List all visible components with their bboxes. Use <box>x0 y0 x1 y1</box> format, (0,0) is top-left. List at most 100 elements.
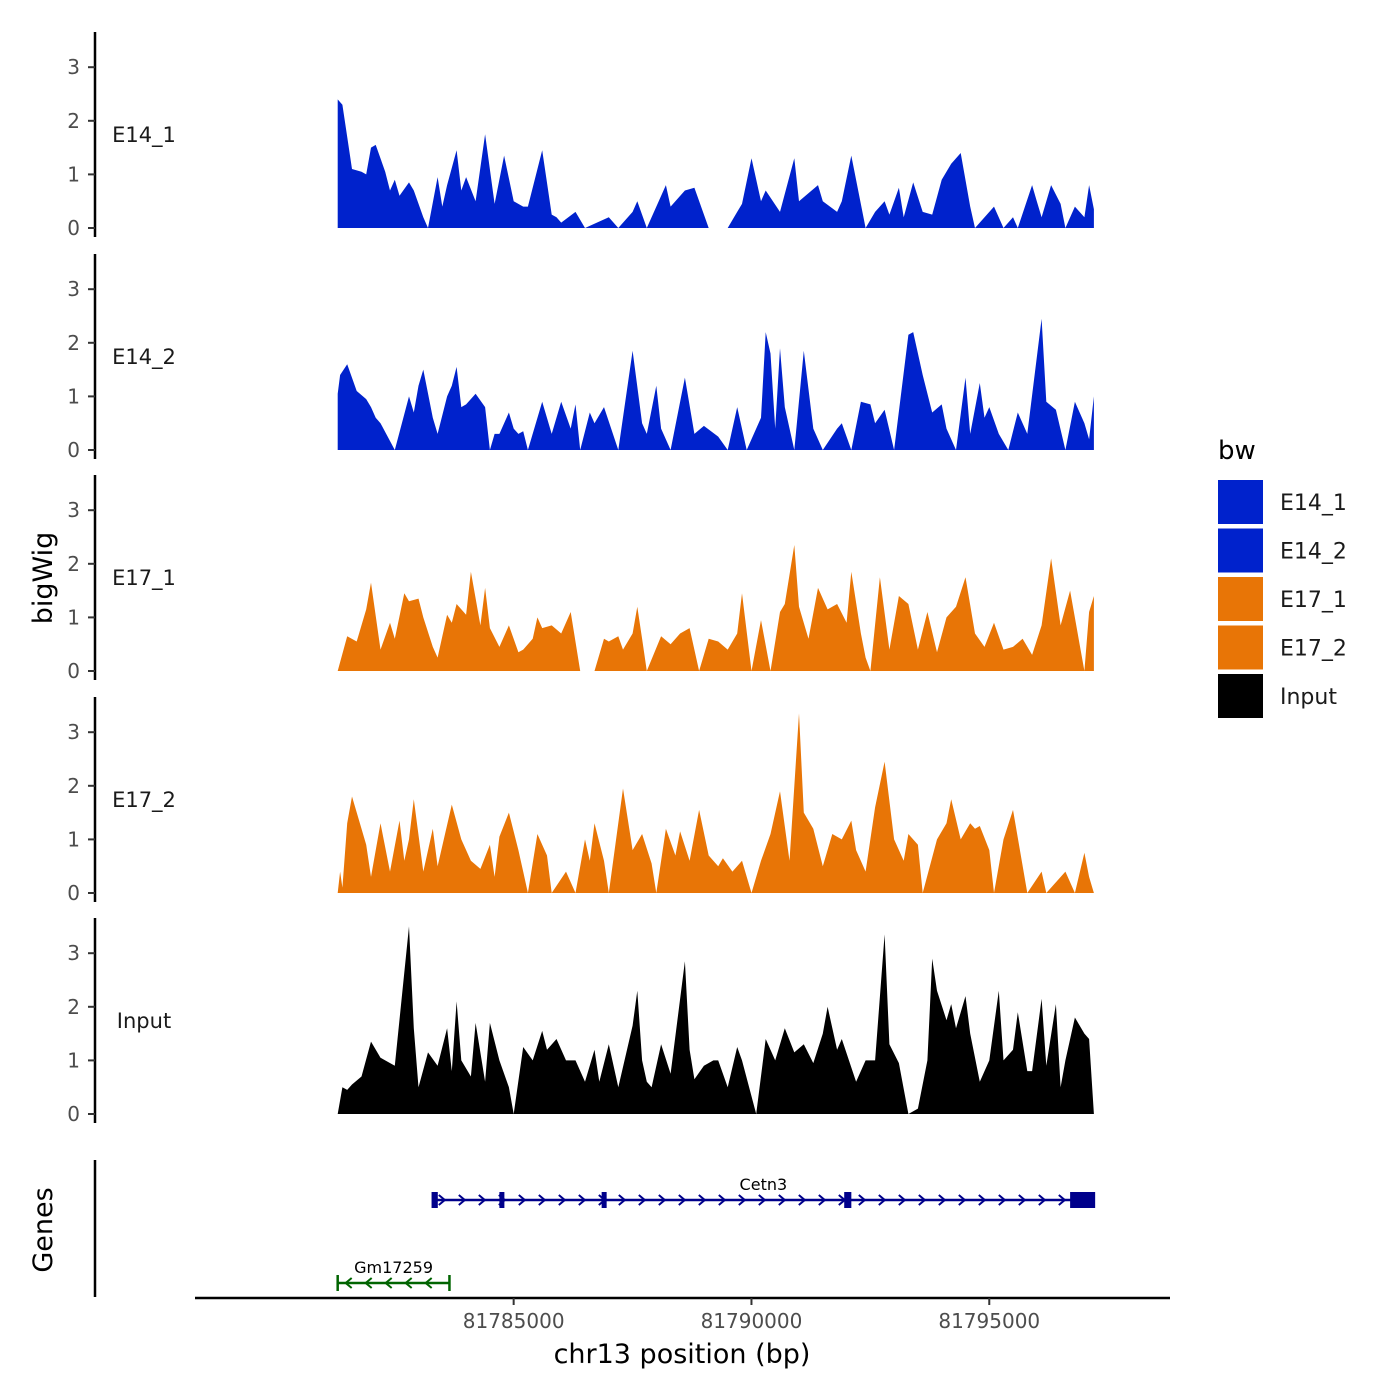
y-axis-title: bigWig <box>28 532 59 625</box>
strand-arrow <box>424 1277 433 1289</box>
strand-arrow <box>878 1194 887 1206</box>
legend-label: E14_2 <box>1280 540 1347 565</box>
strand-arrow <box>718 1194 727 1206</box>
y-tick-label: 3 <box>67 277 80 301</box>
strand-arrow <box>698 1194 707 1206</box>
y-tick-label: 0 <box>67 438 80 462</box>
y-tick-label: 3 <box>67 55 80 79</box>
y-tick-label: 0 <box>67 659 80 683</box>
y-tick-label: 2 <box>67 109 80 133</box>
y-tick-label: 1 <box>67 827 80 851</box>
strand-arrow <box>558 1194 567 1206</box>
y-tick-label: 0 <box>67 216 80 240</box>
gene-gm17259: Gm17259 <box>336 1258 451 1291</box>
strand-arrow <box>958 1194 967 1206</box>
strand-arrow <box>384 1277 393 1289</box>
strand-arrow <box>778 1194 787 1206</box>
legend-swatch-e14_2 <box>1218 528 1263 573</box>
exon <box>499 1192 505 1208</box>
legend-label: Input <box>1280 685 1337 710</box>
signal-area-e17_1 <box>337 545 1094 671</box>
y-tick-label: 3 <box>67 720 80 744</box>
exon <box>601 1192 607 1208</box>
signal-area-e14_2 <box>337 318 1094 450</box>
x-tick-label: 81795000 <box>938 1309 1040 1333</box>
track-panel-e17_2: 0 1 2 3 E17_2 <box>67 697 1094 905</box>
strand-arrow <box>658 1194 667 1206</box>
legend-label: E17_2 <box>1280 637 1347 662</box>
signal-area-e14_1 <box>337 99 1094 229</box>
y-tick-label: 1 <box>67 605 80 629</box>
strand-arrow <box>798 1194 807 1206</box>
y-tick-label: 1 <box>67 1048 80 1072</box>
strand-arrow <box>1038 1194 1047 1206</box>
track-label: E17_1 <box>112 566 176 591</box>
strand-arrow <box>1018 1194 1027 1206</box>
strand-arrow <box>578 1194 587 1206</box>
x-tick-label: 81785000 <box>463 1309 565 1333</box>
track-label: E17_2 <box>112 788 176 813</box>
y-tick-label: 3 <box>67 498 80 522</box>
signal-area-input <box>337 926 1094 1114</box>
strand-arrow <box>678 1194 687 1206</box>
signal-area-e17_2 <box>337 713 1094 893</box>
strand-arrow <box>478 1194 487 1206</box>
strand-arrow <box>364 1277 373 1289</box>
strand-arrow <box>898 1194 907 1206</box>
y-tick-label: 2 <box>67 995 80 1019</box>
exon <box>432 1192 438 1208</box>
y-tick-label: 3 <box>67 941 80 965</box>
strand-arrow <box>918 1194 927 1206</box>
strand-arrow <box>998 1194 1007 1206</box>
strand-arrow <box>538 1194 547 1206</box>
track-label: E14_1 <box>112 123 176 148</box>
legend-swatch-e17_1 <box>1218 577 1263 621</box>
gene-cetn3: Cetn3 <box>431 1175 1096 1208</box>
track-panel-input: 0 1 2 3 Input <box>67 918 1094 1126</box>
strand-arrow <box>1058 1194 1067 1206</box>
x-axis: 81785000 81790000 81795000 <box>195 1296 1170 1333</box>
strand-arrow <box>938 1194 947 1206</box>
track-label: E14_2 <box>112 345 176 370</box>
y-tick-label: 2 <box>67 331 80 355</box>
track-panel-e14_1: 0 1 2 3 E14_1 <box>67 32 1094 240</box>
legend-swatch-input <box>1218 674 1263 718</box>
y-tick-label: 0 <box>67 881 80 905</box>
strand-arrow <box>858 1194 867 1206</box>
gene-track: Cetn3 Gm17259 <box>93 1160 1096 1297</box>
y-tick-label: 1 <box>67 162 80 186</box>
y-tick-label: 2 <box>67 552 80 576</box>
legend: bw E14_1 E14_2 E17_1 E17_2 Input <box>1218 436 1347 718</box>
gene-track-title: Genes <box>28 1187 59 1272</box>
track-panel-e14_2: 0 1 2 3 E14_2 <box>67 254 1094 462</box>
legend-swatch-e17_2 <box>1218 625 1263 670</box>
x-axis-title: chr13 position (bp) <box>554 1339 811 1370</box>
strand-arrow <box>638 1194 647 1206</box>
x-tick-label: 81790000 <box>701 1309 803 1333</box>
gene-label: Gm17259 <box>354 1258 433 1277</box>
strand-arrow <box>978 1194 987 1206</box>
strand-arrow <box>518 1194 527 1206</box>
strand-arrow <box>618 1194 627 1206</box>
legend-label: E14_1 <box>1280 491 1347 516</box>
strand-arrow <box>344 1277 353 1289</box>
y-tick-label: 2 <box>67 774 80 798</box>
y-tick-label: 0 <box>67 1102 80 1126</box>
gene-label: Cetn3 <box>740 1175 788 1194</box>
track-panels: 0 1 2 3 E14_1 0 1 2 3 E14_2 0 1 2 3 E17_1 0 1 2 3 E17_2 0 1 2 3… <box>67 32 1094 1126</box>
strand-arrow <box>458 1194 467 1206</box>
track-panel-e17_1: 0 1 2 3 E17_1 <box>67 475 1094 683</box>
strand-arrow <box>738 1194 747 1206</box>
strand-arrow <box>404 1277 413 1289</box>
track-label: Input <box>117 1009 171 1033</box>
legend-label: E17_1 <box>1280 588 1347 613</box>
exon <box>1070 1192 1094 1208</box>
strand-arrow <box>438 1194 447 1206</box>
strand-arrow <box>818 1194 827 1206</box>
y-tick-label: 1 <box>67 384 80 408</box>
exon <box>844 1192 852 1208</box>
legend-swatch-e14_1 <box>1218 480 1263 524</box>
legend-title: bw <box>1218 436 1256 466</box>
strand-arrow <box>758 1194 767 1206</box>
